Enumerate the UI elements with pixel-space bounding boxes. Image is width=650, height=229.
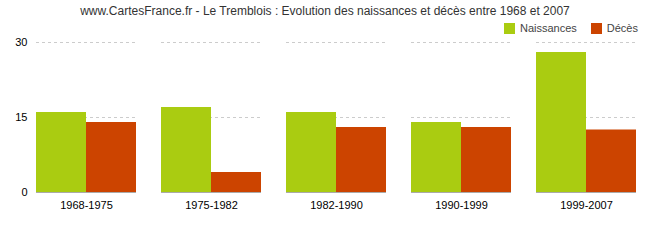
html-text:www.CartesFrance.fr - Le Tremb: www.CartesFrance.fr - Le Tremblois : Evo…: [80, 4, 570, 18]
svg-text:1990-1999: 1990-1999: [435, 199, 488, 211]
html-text:Décès: Décès: [606, 22, 638, 34]
svg-text:0: 0: [21, 186, 27, 198]
svg-text:1999-2007: 1999-2007: [560, 199, 613, 211]
html-text:Naissances: Naissances: [520, 22, 577, 34]
svg-text:15: 15: [15, 111, 27, 123]
svg-text:1982-1990: 1982-1990: [310, 199, 363, 211]
svg-text:30: 30: [15, 36, 27, 48]
svg-text:1968-1975: 1968-1975: [60, 199, 113, 211]
svg-text:1975-1982: 1975-1982: [185, 199, 238, 211]
